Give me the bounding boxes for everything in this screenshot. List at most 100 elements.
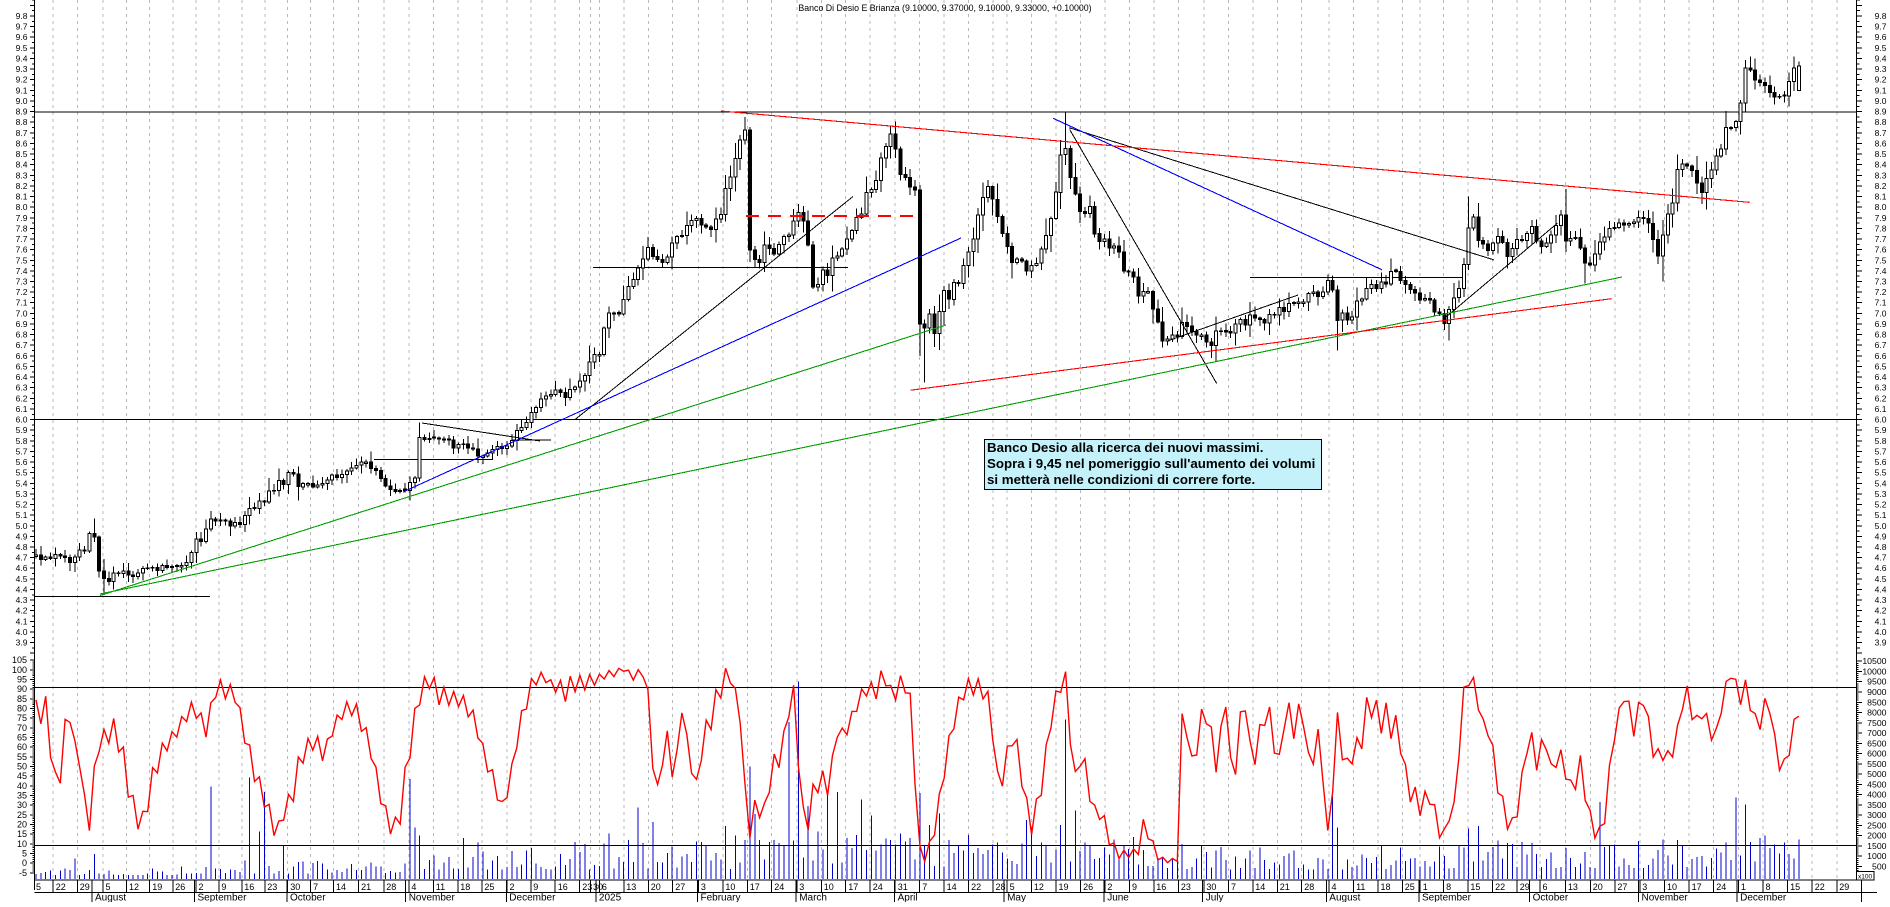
svg-text:July: July (1206, 893, 1224, 902)
svg-text:3500: 3500 (1867, 800, 1886, 810)
svg-text:8.9: 8.9 (16, 107, 28, 117)
svg-text:6.1: 6.1 (1875, 404, 1887, 414)
svg-text:9.0: 9.0 (16, 96, 28, 106)
svg-text:6.0: 6.0 (16, 415, 28, 425)
svg-text:28: 28 (996, 882, 1006, 892)
svg-text:8.7: 8.7 (1875, 128, 1887, 138)
svg-text:9000: 9000 (1867, 687, 1886, 697)
svg-text:9.5: 9.5 (1875, 43, 1887, 53)
svg-text:21: 21 (1280, 882, 1290, 892)
svg-text:8.2: 8.2 (1875, 181, 1887, 191)
svg-text:3.9: 3.9 (1875, 638, 1887, 648)
svg-text:5: 5 (22, 849, 27, 859)
svg-text:1: 1 (1741, 882, 1746, 892)
svg-text:4: 4 (411, 882, 416, 892)
svg-text:-5: -5 (19, 868, 27, 878)
svg-text:9.4: 9.4 (16, 54, 28, 64)
svg-text:4.6: 4.6 (1875, 563, 1887, 573)
svg-text:8.7: 8.7 (16, 128, 28, 138)
svg-text:5.6: 5.6 (1875, 457, 1887, 467)
svg-text:May: May (1007, 893, 1026, 902)
svg-text:20: 20 (1593, 882, 1603, 892)
svg-text:8.2: 8.2 (16, 181, 28, 191)
svg-text:16: 16 (1156, 882, 1166, 892)
svg-text:8: 8 (1766, 882, 1771, 892)
svg-text:22: 22 (56, 882, 66, 892)
svg-text:September: September (198, 893, 248, 902)
svg-text:5.4: 5.4 (16, 478, 28, 488)
svg-text:6.3: 6.3 (1875, 383, 1887, 393)
svg-text:24: 24 (774, 882, 784, 892)
svg-text:10500: 10500 (1862, 656, 1886, 666)
svg-text:April: April (898, 893, 918, 902)
svg-text:8.9: 8.9 (1875, 107, 1887, 117)
svg-text:30: 30 (17, 800, 27, 810)
svg-text:8.0: 8.0 (16, 202, 28, 212)
svg-text:5.7: 5.7 (1875, 446, 1887, 456)
svg-text:7: 7 (1231, 882, 1236, 892)
svg-text:4.2: 4.2 (1875, 606, 1887, 616)
svg-text:3: 3 (701, 882, 706, 892)
svg-text:5.1: 5.1 (1875, 510, 1887, 520)
svg-text:28: 28 (1304, 882, 1314, 892)
svg-text:x100: x100 (1858, 873, 1872, 880)
svg-text:4.8: 4.8 (1875, 542, 1887, 552)
svg-text:9: 9 (533, 882, 538, 892)
svg-text:21: 21 (361, 882, 371, 892)
svg-text:5.7: 5.7 (16, 446, 28, 456)
svg-text:September: September (1422, 893, 1472, 902)
svg-text:26: 26 (175, 882, 185, 892)
svg-text:8: 8 (1446, 882, 1451, 892)
svg-text:7.1: 7.1 (1875, 298, 1887, 308)
svg-text:23: 23 (1181, 882, 1191, 892)
svg-text:9.3: 9.3 (1875, 64, 1887, 74)
svg-text:5.5: 5.5 (16, 468, 28, 478)
svg-text:9.6: 9.6 (16, 32, 28, 42)
svg-text:7.5: 7.5 (16, 255, 28, 265)
svg-text:95: 95 (17, 675, 27, 685)
svg-text:4.4: 4.4 (16, 585, 28, 595)
svg-text:6.7: 6.7 (16, 340, 28, 350)
svg-text:5000: 5000 (1867, 769, 1886, 779)
svg-text:June: June (1107, 893, 1129, 902)
svg-text:3: 3 (1642, 882, 1647, 892)
svg-text:30: 30 (1206, 882, 1216, 892)
svg-text:5: 5 (106, 882, 111, 892)
svg-text:10: 10 (725, 882, 735, 892)
svg-text:6.6: 6.6 (1875, 351, 1887, 361)
svg-text:25: 25 (17, 810, 27, 820)
svg-text:18: 18 (1381, 882, 1391, 892)
svg-text:35: 35 (17, 791, 27, 801)
svg-text:14: 14 (1255, 882, 1265, 892)
svg-text:100: 100 (12, 665, 27, 675)
svg-text:15: 15 (1470, 882, 1480, 892)
svg-text:9.1: 9.1 (16, 85, 28, 95)
svg-text:13: 13 (626, 882, 636, 892)
svg-text:22: 22 (1495, 882, 1505, 892)
svg-text:Banco Di Desio E Brianza (9.10: Banco Di Desio E Brianza (9.10000, 9.370… (798, 3, 1091, 13)
svg-text:8500: 8500 (1867, 697, 1886, 707)
svg-text:November: November (1642, 893, 1689, 902)
svg-text:45: 45 (17, 771, 27, 781)
svg-text:7.3: 7.3 (1875, 277, 1887, 287)
svg-text:11: 11 (1356, 882, 1365, 892)
svg-text:7: 7 (313, 882, 318, 892)
svg-text:7.4: 7.4 (16, 266, 28, 276)
svg-text:5.3: 5.3 (16, 489, 28, 499)
svg-text:4.7: 4.7 (1875, 553, 1887, 563)
svg-text:90: 90 (17, 684, 27, 694)
svg-text:5.0: 5.0 (16, 521, 28, 531)
svg-text:12: 12 (1034, 882, 1044, 892)
svg-text:5500: 5500 (1867, 759, 1886, 769)
svg-text:9.2: 9.2 (1875, 75, 1887, 85)
svg-text:27: 27 (1617, 882, 1627, 892)
svg-text:7.0: 7.0 (16, 308, 28, 318)
svg-text:6000: 6000 (1867, 749, 1886, 759)
svg-text:1500: 1500 (1867, 841, 1886, 851)
svg-text:2500: 2500 (1867, 820, 1886, 830)
svg-text:6.6: 6.6 (16, 351, 28, 361)
svg-text:24: 24 (1716, 882, 1726, 892)
svg-text:7.9: 7.9 (16, 213, 28, 223)
svg-text:4.1: 4.1 (16, 616, 28, 626)
svg-text:4.2: 4.2 (16, 606, 28, 616)
